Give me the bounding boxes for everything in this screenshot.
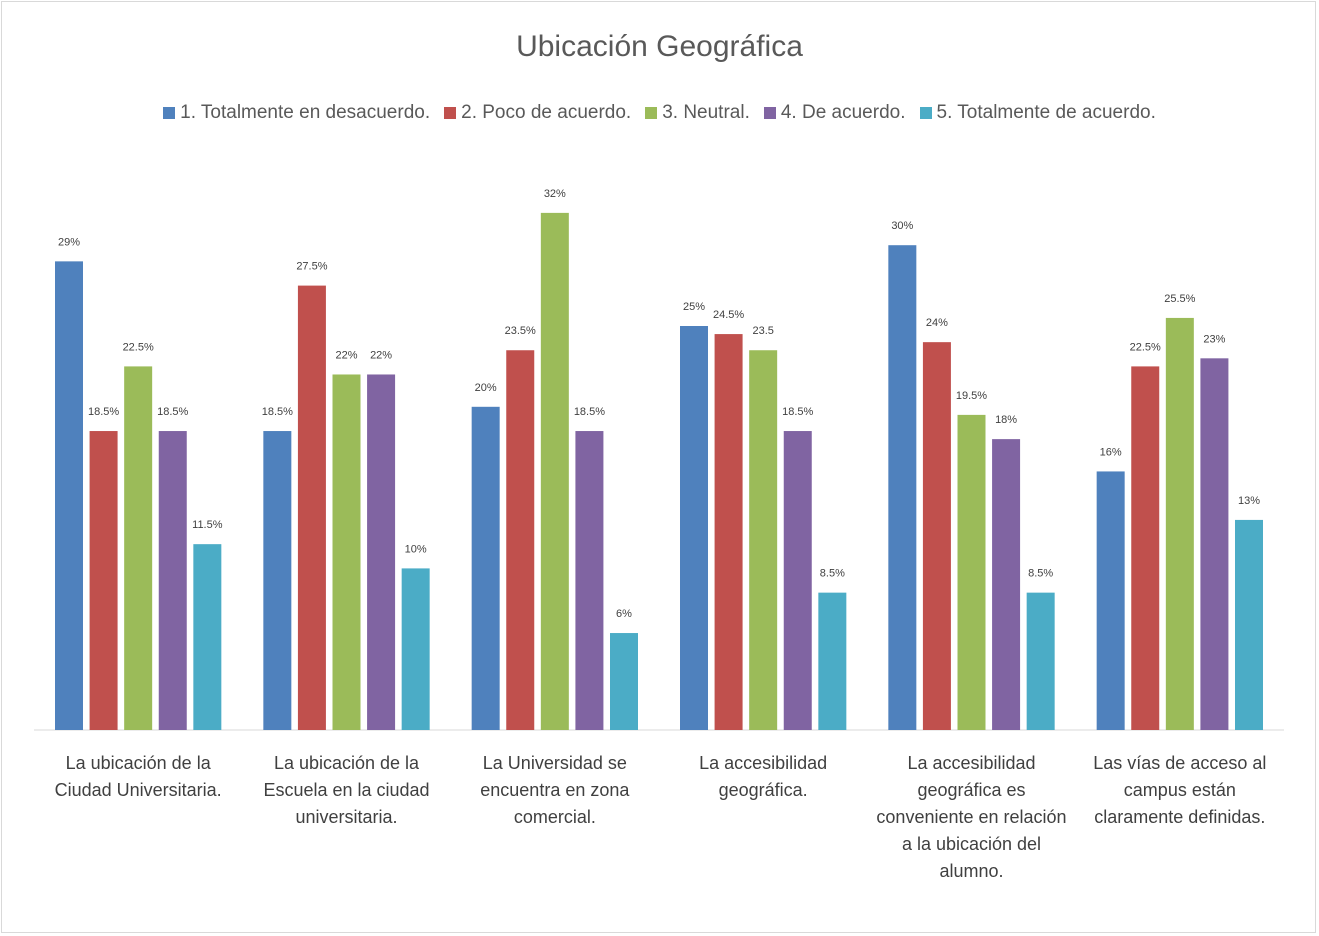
legend-label: 1. Totalmente en desacuerdo. [180, 102, 431, 123]
legend-swatch [163, 107, 176, 119]
data-label: 6% [616, 608, 632, 620]
data-label: 22% [335, 349, 357, 361]
legend-item: 1. Totalmente en desacuerdo. [163, 102, 430, 124]
data-label: 11.5% [192, 519, 223, 531]
bar [332, 374, 361, 730]
data-label: 18.5% [88, 406, 119, 418]
data-label: 8.5% [820, 568, 845, 580]
data-label: 27.5% [296, 261, 327, 273]
bar [367, 374, 396, 730]
legend-swatch [645, 107, 658, 119]
legend-label: 2. Poco de acuerdo. [461, 102, 632, 123]
x-tick-label: La ubicación de la Ciudad Universitaria. [54, 753, 222, 800]
bar [1200, 358, 1229, 730]
legend-item: 3. Neutral. [645, 102, 750, 124]
legend-swatch [444, 107, 457, 119]
data-label: 18.5% [157, 406, 188, 418]
data-label: 22.5% [1130, 341, 1161, 353]
bar [1165, 317, 1194, 730]
data-label: 16% [1100, 446, 1122, 458]
x-tick-label: La accesibilidad geográfica es convenien… [876, 753, 1067, 881]
legend-label: 4. De acuerdo. [780, 102, 906, 123]
legend: 1. Totalmente en desacuerdo. 2. Poco de a… [0, 102, 1319, 124]
bar [818, 592, 847, 730]
bar [783, 431, 812, 730]
data-label: 24.5% [713, 309, 744, 321]
data-label: 30% [891, 220, 913, 232]
bar [263, 431, 292, 730]
data-label: 13% [1238, 495, 1260, 507]
data-label: 24% [926, 317, 948, 329]
bar [680, 326, 708, 730]
legend-label: 5. Totalmente de acuerdo. [936, 102, 1156, 123]
x-tick-label: La Universidad se encuentra en zona come… [480, 753, 630, 827]
data-label: 20% [475, 382, 497, 394]
bar [575, 431, 604, 730]
data-label: 22.5% [123, 341, 154, 353]
data-label: 25% [683, 301, 705, 313]
bar [992, 439, 1021, 730]
bar [89, 431, 118, 730]
legend-item: 4. De acuerdo. [763, 102, 906, 124]
bar [749, 350, 778, 730]
bar [471, 406, 500, 730]
bar [506, 350, 535, 730]
bar [957, 414, 986, 730]
data-label: 32% [544, 188, 566, 200]
x-tick-label: Las vías de acceso al campus están clara… [1093, 753, 1267, 827]
data-label: 22% [370, 349, 392, 361]
bar [1235, 519, 1263, 730]
bar [610, 633, 638, 730]
data-label: 23.5 [752, 325, 773, 337]
bar [888, 245, 917, 730]
bar [124, 366, 153, 730]
data-label: 23% [1203, 333, 1225, 345]
data-label: 8.5% [1028, 568, 1053, 580]
legend-item: 2. Poco de acuerdo. [444, 102, 631, 124]
data-label: 18.5% [782, 406, 813, 418]
bar [55, 261, 83, 730]
data-label: 23.5% [505, 325, 536, 337]
data-label: 19.5% [956, 390, 987, 402]
bar [1026, 592, 1055, 730]
legend-item: 5. Totalmente de acuerdo. [919, 102, 1156, 124]
bar [922, 342, 951, 730]
data-label: 10% [405, 543, 427, 555]
bar [158, 431, 187, 730]
x-tick-label: La ubicación de la Escuela en la ciudad … [263, 753, 430, 827]
data-label: 18.5% [574, 406, 605, 418]
legend-swatch [919, 107, 932, 119]
x-tick-label: La accesibilidad geográfica. [699, 753, 828, 800]
data-label: 18.5% [262, 406, 293, 418]
legend-label: 3. Neutral. [662, 102, 750, 123]
bar [540, 212, 569, 730]
data-label: 29% [58, 236, 80, 248]
bar [1131, 366, 1160, 730]
chart-title: Ubicación Geográfica [516, 30, 803, 63]
legend-swatch [763, 107, 776, 119]
bar [401, 568, 430, 730]
bar [193, 544, 222, 730]
bar [1096, 471, 1125, 730]
data-label: 18% [995, 414, 1017, 426]
bar [714, 334, 743, 730]
data-label: 25.5% [1164, 293, 1195, 305]
bar [297, 285, 326, 730]
